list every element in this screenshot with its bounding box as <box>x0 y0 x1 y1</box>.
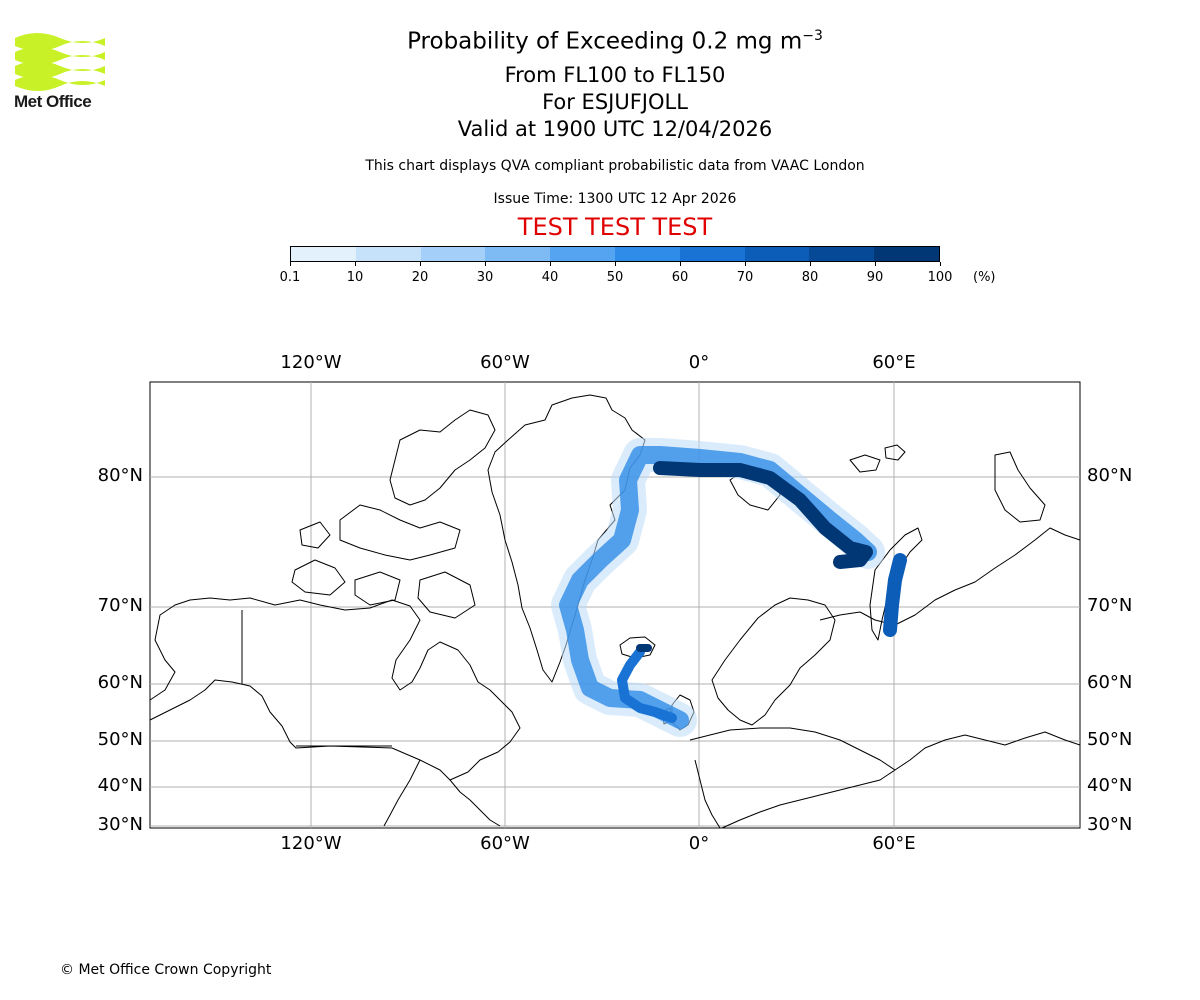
colorbar <box>290 246 940 262</box>
colorbar-tick-label: 10 <box>346 270 364 285</box>
coast-canadian-archipelago <box>291 409 496 619</box>
colorbar-segment <box>550 247 615 261</box>
colorbar-tick-mark <box>680 262 681 266</box>
colorbar-tick-label: 70 <box>736 270 754 285</box>
colorbar-segment <box>291 247 356 261</box>
colorbar-segment <box>614 247 680 261</box>
plume-novaya-zemlya <box>883 553 907 637</box>
colorbar-tick-label: 30 <box>476 270 494 285</box>
colorbar-tick-mark <box>615 262 616 266</box>
colorbar-tick-label: 0.1 <box>279 270 301 285</box>
coast-russia-north <box>819 527 1081 626</box>
longitude-label: 60°W <box>480 352 530 373</box>
latitude-label: 60°N <box>97 672 143 693</box>
coast-taymyr <box>994 451 1046 523</box>
met-office-logo <box>15 33 105 91</box>
coast-iceland <box>619 636 656 659</box>
latitude-label: 40°N <box>97 775 143 796</box>
title-main: Probability of Exceeding 0.2 mg m <box>407 28 803 55</box>
colorbar-tick-label: 50 <box>606 270 624 285</box>
colorbar-tick-mark <box>355 262 356 266</box>
latitude-label: 70°N <box>97 595 143 616</box>
colorbar-tick-mark <box>745 262 746 266</box>
chart-description: This chart displays QVA compliant probab… <box>365 158 865 174</box>
colorbar-tick-mark <box>485 262 486 266</box>
ash-plume <box>551 438 907 737</box>
valid-time: Valid at 1900 UTC 12/04/2026 <box>457 117 773 141</box>
title-exponent: −3 <box>802 28 823 44</box>
colorbar-tick-label: 60 <box>671 270 689 285</box>
logo-wordmark: Met Office <box>14 92 92 111</box>
colorbar-tick-label: 40 <box>541 270 559 285</box>
latitude-label: 30°N <box>97 814 143 835</box>
coast-scandinavia <box>711 597 836 726</box>
colorbar-tick-mark <box>940 262 941 266</box>
latitude-label: 40°N <box>1087 775 1133 796</box>
logo-wave-4 <box>15 75 105 91</box>
colorbar-segment <box>874 247 939 261</box>
latitude-label: 50°N <box>1087 729 1133 750</box>
latitude-label: 80°N <box>97 465 143 486</box>
plume-branch-iceland <box>617 647 677 723</box>
copyright-notice: © Met Office Crown Copyright <box>60 962 272 978</box>
logo-wave-1 <box>15 33 105 51</box>
colorbar-tick-mark <box>290 262 291 266</box>
colorbar-segment <box>809 247 875 261</box>
longitude-label: 60°W <box>480 833 530 854</box>
colorbar-segment <box>679 247 745 261</box>
flight-levels: From FL100 to FL150 <box>504 63 726 87</box>
coast-north-america <box>149 597 521 781</box>
map-frame <box>149 381 1081 829</box>
colorbar-tick-label: 20 <box>411 270 429 285</box>
border-asia <box>894 731 1081 771</box>
latitude-label: 50°N <box>97 729 143 750</box>
latitude-label: 70°N <box>1087 595 1133 616</box>
colorbar-unit: (%) <box>973 270 996 285</box>
colorbar-tick-label: 80 <box>801 270 819 285</box>
logo-wave-3 <box>15 61 105 79</box>
longitude-label: 60°E <box>872 833 916 854</box>
colorbar-tick-mark <box>550 262 551 266</box>
plume-core-east <box>653 461 873 569</box>
colorbar-segment <box>485 247 551 261</box>
colorbar-segment <box>420 247 486 261</box>
colorbar-tick-mark <box>875 262 876 266</box>
latitude-label: 60°N <box>1087 672 1133 693</box>
longitude-label: 120°W <box>280 352 342 373</box>
longitude-label: 120°W <box>280 833 342 854</box>
coast-franz-josef <box>849 444 906 473</box>
colorbar-tick-mark <box>810 262 811 266</box>
longitude-label: 0° <box>688 352 710 373</box>
longitude-label: 60°E <box>872 352 916 373</box>
colorbar-tick-label: 100 <box>927 270 953 285</box>
chart-title: Probability of Exceeding 0.2 mg m−3 <box>15 28 1200 55</box>
latitude-label: 30°N <box>1087 814 1133 835</box>
latitude-label: 80°N <box>1087 465 1133 486</box>
volcano-name: For ESJUFJOLL <box>542 90 688 114</box>
logo-wave-2 <box>15 47 105 65</box>
colorbar-tick-label: 90 <box>866 270 884 285</box>
coast-us-east <box>383 759 501 827</box>
colorbar-tick-mark <box>420 262 421 266</box>
colorbar-segment <box>744 247 810 261</box>
colorbar-segment <box>355 247 421 261</box>
issue-time: Issue Time: 1300 UTC 12 Apr 2026 <box>493 191 737 207</box>
longitude-label: 0° <box>688 833 710 854</box>
test-banner: TEST TEST TEST <box>517 213 713 241</box>
